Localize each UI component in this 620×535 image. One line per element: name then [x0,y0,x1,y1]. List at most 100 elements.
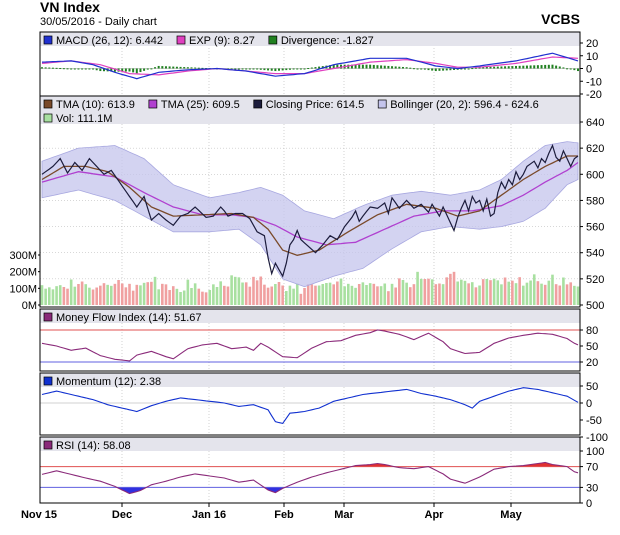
macd-line [41,52,579,80]
divergence-bar-145 [569,68,572,70]
volume-bar-122 [485,279,489,305]
divergence-bar-140 [551,64,554,69]
divergence-bar-60 [259,68,262,70]
divergence-bar-138 [544,64,547,69]
chart-title: VN Index [40,0,100,15]
volume-bar-32 [157,289,160,305]
volume-bar-67 [284,291,288,305]
price-legend-label-1: TMA (25): 609.5 [161,99,240,111]
volume-bar-134 [529,280,532,305]
volume-bar-29 [146,282,150,305]
price-panel-border [39,95,581,308]
divergence-bar-64 [274,68,277,72]
divergence-bar-41 [190,67,193,69]
divergence-bar-82 [339,64,342,69]
divergence-bar-98 [398,66,401,69]
divergence-bar-121 [482,67,485,69]
volume-bar-93 [379,286,383,305]
volume-bar-137 [540,283,543,305]
volume-bar-80 [332,284,336,305]
volume-bar-8 [69,279,73,305]
divergence-bar-0 [41,67,43,69]
divergence-bar-123 [489,66,492,69]
divergence-bar-73 [307,68,310,70]
price-legend-swatch-1 [148,99,158,109]
volume-bar-63 [270,286,274,305]
divergence-bar-127 [504,66,507,69]
divergence-bar-128 [507,66,510,69]
volume-bar-109 [438,283,441,305]
divergence-bar-25 [132,68,135,73]
volume-bar-144 [565,284,569,305]
volume-bar-76 [317,285,321,305]
price-legend-label-0: TMA (10): 613.9 [56,99,135,111]
volume-bar-124 [492,278,496,305]
volume-bar-33 [161,283,164,305]
divergence-bar-66 [281,68,284,71]
volume-bar-131 [518,277,521,305]
divergence-bar-113 [453,68,456,70]
volume-bar-14 [91,289,95,305]
volume-bar-74 [310,284,314,305]
divergence-bar-95 [387,65,390,69]
price-tick-label-7: 500 [586,300,604,312]
divergence-bar-118 [471,68,474,70]
rsi-legend-label-0: RSI (14): 58.08 [56,440,131,452]
volume-bar-102 [412,284,416,305]
macd-legend-label-1: EXP (9): 8.27 [189,35,255,47]
price-tick-label-4: 560 [586,222,604,234]
divergence-bar-39 [183,67,186,69]
divergence-bar-19 [110,68,113,72]
mfi-line [41,329,579,362]
volume-bar-40 [186,279,190,305]
macd-legend-swatch-1 [176,35,186,45]
volume-bar-0 [40,285,44,305]
volume-bar-86 [354,287,357,305]
volume-bar-39 [182,290,186,305]
divergence-bar-131 [518,65,521,69]
divergence-bar-8 [70,68,73,70]
volume-bar-5 [58,285,62,305]
divergence-bar-147 [577,68,579,72]
volume-bar-78 [325,283,328,305]
volume-bar-38 [179,292,182,305]
volume-bar-128 [507,281,511,305]
divergence-bar-87 [358,64,361,69]
volume-bar-95 [387,291,390,305]
divergence-bar-134 [529,65,532,69]
divergence-bar-106 [427,68,430,71]
volume-bar-92 [376,286,379,305]
volume-bar-69 [292,288,295,305]
volume-bar-3 [51,289,55,305]
price-legend-bg [40,96,580,124]
bollinger-band [41,141,579,288]
volume-bar-101 [408,287,412,305]
price-tick-label-1: 620 [586,143,604,155]
divergence-bar-85 [350,64,353,69]
divergence-bar-80 [332,64,335,69]
divergence-bar-144 [566,68,569,70]
volume-bar-60 [259,276,263,305]
divergence-bar-32 [157,65,160,69]
macd-tick-label-2: 0 [586,64,592,76]
divergence-bar-22 [121,68,124,72]
mfi-legend-bg [40,309,580,323]
divergence-bar-104 [420,68,423,70]
rsi-panel-border [39,436,581,504]
volume-bar-114 [456,281,459,305]
price-tick-label-6: 520 [586,274,604,286]
divergence-bar-7 [66,68,69,70]
divergence-bar-120 [478,67,481,69]
rsi-legend-swatch-0 [43,440,53,450]
divergence-bar-37 [175,66,178,69]
divergence-bar-9 [73,68,76,70]
momentum-legend-label-0: Momentum (12): 2.38 [56,376,161,388]
volume-bar-97 [394,287,397,305]
momentum-tick-label-2: -50 [586,415,602,427]
divergence-bar-4 [55,67,58,69]
divergence-bar-68 [288,68,291,70]
volume-bar-139 [547,280,551,305]
divergence-bar-100 [405,67,408,69]
divergence-bar-79 [329,65,332,69]
volume-bar-4 [55,286,58,305]
